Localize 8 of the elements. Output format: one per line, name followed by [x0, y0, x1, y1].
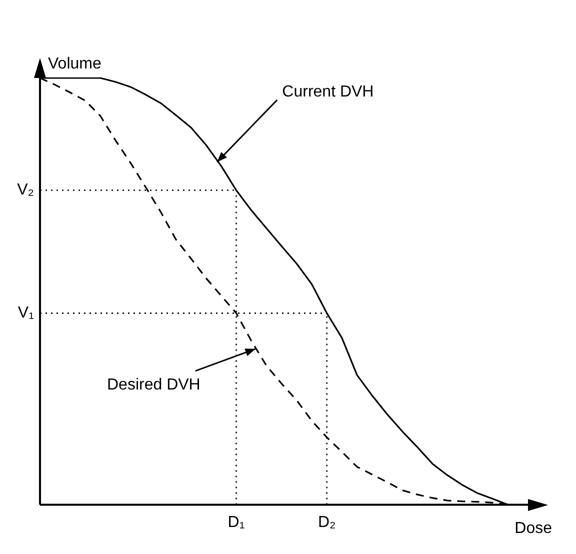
x-tick-label: D₂: [318, 514, 336, 531]
ref-line-label: V₁: [18, 304, 34, 322]
y-axis-title: Volume: [48, 55, 102, 72]
annotation: Desired DVH: [106, 376, 200, 394]
ref-line-label: V₂: [17, 182, 34, 199]
x-tick-label: D₁: [228, 514, 245, 531]
annotation: Current DVH: [282, 83, 374, 100]
x-axis-title: Dose: [514, 520, 552, 538]
